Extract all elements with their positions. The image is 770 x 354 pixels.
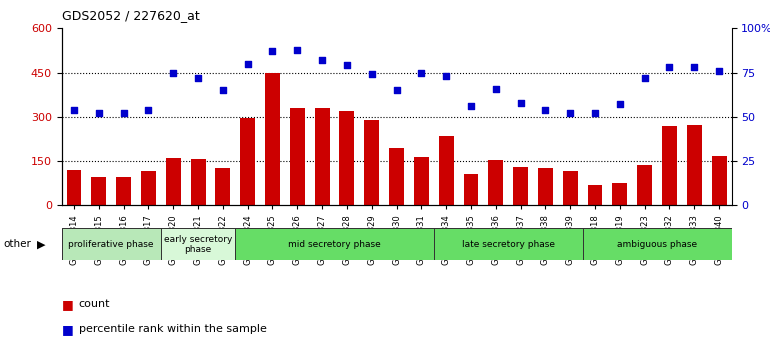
Bar [563, 171, 578, 205]
Point [242, 61, 254, 67]
Point [92, 110, 105, 116]
Point [68, 107, 80, 113]
Bar [389, 148, 404, 205]
Text: early secretory
phase: early secretory phase [164, 235, 233, 254]
Text: ■: ■ [62, 298, 73, 311]
Bar [161, 228, 236, 260]
Bar [638, 165, 652, 205]
Bar [538, 167, 553, 205]
Bar [340, 111, 354, 205]
Bar [439, 136, 454, 205]
Bar [240, 118, 255, 205]
Bar [662, 126, 677, 205]
Point [440, 73, 452, 79]
Text: other: other [4, 239, 32, 249]
Bar [583, 228, 732, 260]
Text: ambiguous phase: ambiguous phase [617, 240, 697, 249]
Bar [711, 156, 727, 205]
Text: ■: ■ [62, 323, 73, 336]
Bar [315, 108, 330, 205]
Bar [364, 120, 379, 205]
Point [514, 100, 527, 105]
Bar [216, 169, 230, 205]
Bar [464, 175, 478, 205]
Point [614, 102, 626, 107]
Point [118, 110, 130, 116]
Bar [488, 160, 504, 205]
Point [713, 68, 725, 74]
Point [341, 63, 353, 68]
Point [564, 110, 577, 116]
Point [142, 107, 155, 113]
Point [663, 64, 675, 70]
Point [490, 86, 502, 91]
Text: count: count [79, 299, 110, 309]
Point [316, 57, 328, 63]
Point [266, 48, 279, 54]
Bar [414, 156, 429, 205]
Point [167, 70, 179, 75]
Bar [513, 167, 528, 205]
Bar [434, 228, 583, 260]
Point [638, 75, 651, 81]
Bar [92, 177, 106, 205]
Text: GDS2052 / 227620_at: GDS2052 / 227620_at [62, 9, 199, 22]
Point [390, 87, 403, 93]
Bar [687, 125, 701, 205]
Bar [66, 170, 82, 205]
Point [192, 75, 204, 81]
Bar [116, 177, 131, 205]
Point [291, 47, 303, 52]
Bar [166, 158, 181, 205]
Point [688, 64, 701, 70]
Point [589, 110, 601, 116]
Point [415, 70, 427, 75]
Bar [265, 73, 280, 205]
Text: percentile rank within the sample: percentile rank within the sample [79, 324, 266, 334]
Bar [62, 228, 161, 260]
Bar [191, 159, 206, 205]
Bar [612, 183, 628, 205]
Point [216, 87, 229, 93]
Point [366, 72, 378, 77]
Bar [236, 228, 434, 260]
Bar [588, 185, 602, 205]
Point [539, 107, 551, 113]
Point [465, 103, 477, 109]
Bar [141, 171, 156, 205]
Text: late secretory phase: late secretory phase [462, 240, 554, 249]
Bar [290, 108, 305, 205]
Text: ▶: ▶ [37, 239, 45, 249]
Text: proliferative phase: proliferative phase [69, 240, 154, 249]
Text: mid secretory phase: mid secretory phase [288, 240, 381, 249]
